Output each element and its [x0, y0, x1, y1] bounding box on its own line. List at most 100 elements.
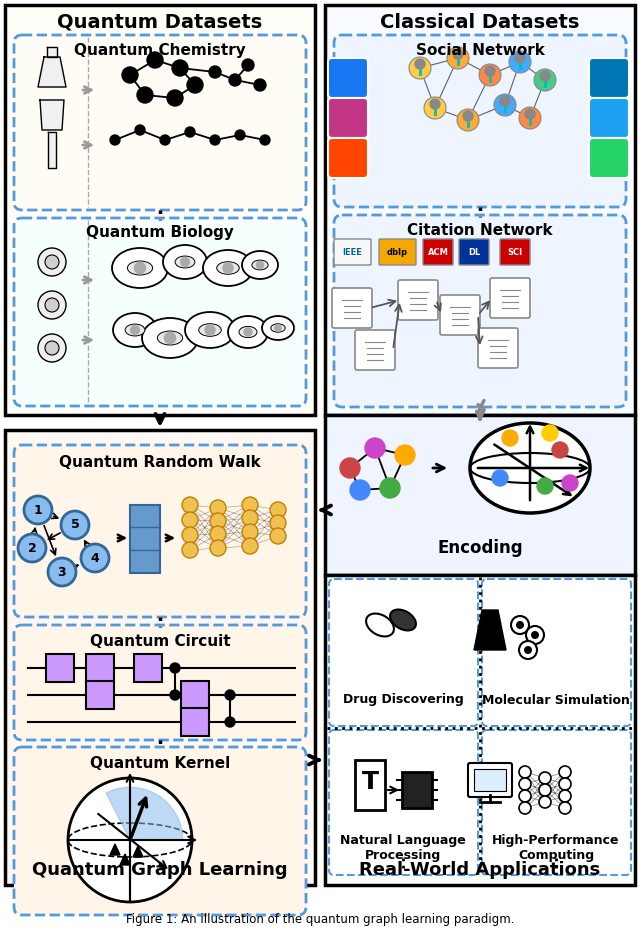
- Text: Natural Language
Processing: Natural Language Processing: [340, 834, 466, 862]
- FancyBboxPatch shape: [86, 681, 114, 709]
- Ellipse shape: [470, 423, 590, 513]
- Circle shape: [209, 66, 221, 78]
- Circle shape: [515, 53, 525, 63]
- Circle shape: [242, 524, 258, 540]
- Circle shape: [350, 480, 370, 500]
- FancyBboxPatch shape: [334, 215, 626, 407]
- Text: 2: 2: [28, 541, 36, 555]
- FancyBboxPatch shape: [332, 288, 372, 328]
- Text: 3: 3: [58, 566, 67, 578]
- Circle shape: [479, 64, 501, 86]
- Circle shape: [539, 772, 551, 784]
- Circle shape: [242, 510, 258, 526]
- FancyBboxPatch shape: [398, 280, 438, 320]
- Polygon shape: [47, 47, 57, 57]
- Ellipse shape: [366, 613, 394, 636]
- Ellipse shape: [203, 250, 253, 286]
- Circle shape: [38, 334, 66, 362]
- Circle shape: [180, 258, 189, 266]
- Polygon shape: [474, 610, 506, 650]
- Circle shape: [502, 430, 518, 446]
- FancyBboxPatch shape: [14, 445, 306, 617]
- Text: Encoding: Encoding: [437, 539, 523, 557]
- Circle shape: [457, 109, 479, 131]
- FancyBboxPatch shape: [440, 295, 480, 335]
- Circle shape: [182, 542, 198, 558]
- Circle shape: [463, 111, 473, 121]
- Text: DL: DL: [468, 247, 480, 257]
- Circle shape: [559, 778, 571, 790]
- FancyBboxPatch shape: [134, 654, 162, 682]
- Circle shape: [242, 538, 258, 554]
- FancyBboxPatch shape: [589, 58, 629, 98]
- Circle shape: [424, 97, 446, 119]
- Circle shape: [340, 458, 360, 478]
- FancyBboxPatch shape: [355, 330, 395, 370]
- Circle shape: [182, 497, 198, 513]
- Circle shape: [531, 631, 539, 639]
- Circle shape: [135, 125, 145, 135]
- Circle shape: [185, 127, 195, 137]
- Text: Quantum Chemistry: Quantum Chemistry: [74, 43, 246, 58]
- Circle shape: [552, 442, 568, 458]
- FancyBboxPatch shape: [328, 98, 368, 138]
- Ellipse shape: [228, 316, 268, 348]
- Circle shape: [270, 528, 286, 544]
- Circle shape: [559, 790, 571, 802]
- FancyBboxPatch shape: [5, 430, 315, 885]
- FancyBboxPatch shape: [334, 239, 371, 265]
- Circle shape: [559, 802, 571, 814]
- Circle shape: [38, 248, 66, 276]
- Ellipse shape: [390, 610, 416, 630]
- FancyBboxPatch shape: [325, 575, 635, 885]
- Text: Quantum Random Walk: Quantum Random Walk: [59, 454, 261, 469]
- Circle shape: [509, 51, 531, 73]
- FancyBboxPatch shape: [46, 654, 74, 682]
- Circle shape: [559, 766, 571, 778]
- Circle shape: [18, 534, 46, 562]
- Circle shape: [48, 558, 76, 586]
- Ellipse shape: [185, 312, 235, 348]
- Circle shape: [182, 512, 198, 528]
- Text: Quantum Graph Learning: Quantum Graph Learning: [32, 861, 288, 879]
- Circle shape: [229, 74, 241, 86]
- Circle shape: [516, 621, 524, 629]
- Circle shape: [24, 496, 52, 524]
- Circle shape: [254, 79, 266, 91]
- Circle shape: [270, 515, 286, 531]
- Circle shape: [494, 94, 516, 116]
- Text: Real-World Applications: Real-World Applications: [360, 861, 600, 879]
- Circle shape: [134, 263, 146, 274]
- Polygon shape: [106, 787, 182, 840]
- FancyBboxPatch shape: [474, 769, 506, 791]
- Circle shape: [210, 540, 226, 556]
- Circle shape: [453, 49, 463, 59]
- Circle shape: [210, 135, 220, 145]
- Ellipse shape: [239, 326, 257, 337]
- FancyBboxPatch shape: [482, 730, 631, 875]
- FancyBboxPatch shape: [402, 772, 432, 808]
- FancyBboxPatch shape: [468, 763, 512, 797]
- Circle shape: [160, 135, 170, 145]
- Circle shape: [415, 59, 425, 69]
- Circle shape: [210, 526, 226, 542]
- Ellipse shape: [217, 262, 239, 274]
- Circle shape: [519, 641, 537, 659]
- FancyBboxPatch shape: [5, 5, 315, 415]
- Text: ACM: ACM: [428, 247, 449, 257]
- Circle shape: [542, 425, 558, 441]
- FancyBboxPatch shape: [589, 138, 629, 178]
- Ellipse shape: [125, 324, 145, 336]
- FancyBboxPatch shape: [86, 654, 114, 682]
- Circle shape: [524, 646, 532, 654]
- Ellipse shape: [262, 316, 294, 340]
- Circle shape: [540, 71, 550, 81]
- FancyBboxPatch shape: [14, 747, 306, 915]
- FancyBboxPatch shape: [423, 239, 453, 265]
- FancyBboxPatch shape: [328, 138, 368, 178]
- Circle shape: [170, 663, 180, 673]
- FancyBboxPatch shape: [459, 239, 489, 265]
- Circle shape: [131, 325, 140, 335]
- Circle shape: [519, 802, 531, 814]
- FancyBboxPatch shape: [589, 98, 629, 138]
